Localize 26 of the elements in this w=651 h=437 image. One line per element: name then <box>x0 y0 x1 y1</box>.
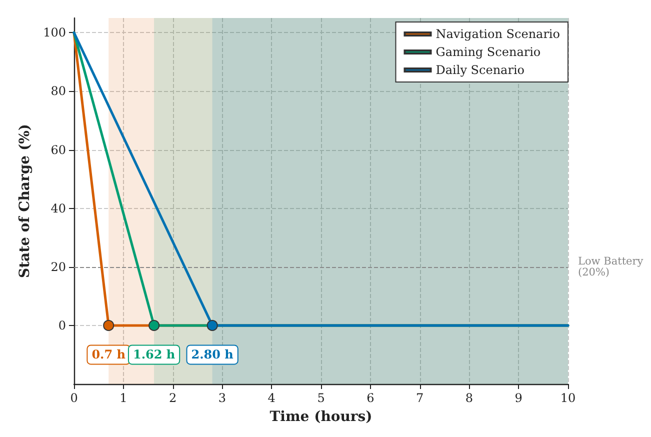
x-tick-label: 1 <box>120 391 128 405</box>
x-tick-label: 9 <box>514 391 522 405</box>
x-tick-label: 2 <box>168 391 177 405</box>
annotation: 1.62 h <box>132 348 176 362</box>
y-tick-label: 80 <box>50 84 66 98</box>
x-tick-label: 5 <box>317 391 325 405</box>
legend-label: Gaming Scenario <box>436 45 541 59</box>
y-tick-label: 100 <box>43 26 66 40</box>
x-axis-title: Time (hours) <box>270 409 372 425</box>
annotation: 2.80 h <box>191 348 234 362</box>
x-tick-label: 6 <box>366 391 374 405</box>
annotation: 0.7 h <box>92 348 126 362</box>
x-tick-label: 3 <box>218 391 226 405</box>
x-tick-label: 8 <box>465 391 474 405</box>
x-tick-label: 4 <box>268 391 276 405</box>
y-tick-label: 40 <box>50 201 66 216</box>
y-tick-label: 0 <box>58 318 66 332</box>
y-axis-title: State of Charge (%) <box>17 124 34 278</box>
y-tick-label: 60 <box>50 142 66 157</box>
ref-line-label: Low Battery (20%) <box>578 255 644 278</box>
x-tick-label: 10 <box>560 391 576 405</box>
y-tick-label: 20 <box>50 260 66 274</box>
legend-label: Daily Scenario <box>436 63 525 77</box>
x-tick-label: 0 <box>70 391 78 405</box>
legend-label: Navigation Scenario <box>436 27 560 41</box>
x-tick-label: 7 <box>416 391 424 405</box>
